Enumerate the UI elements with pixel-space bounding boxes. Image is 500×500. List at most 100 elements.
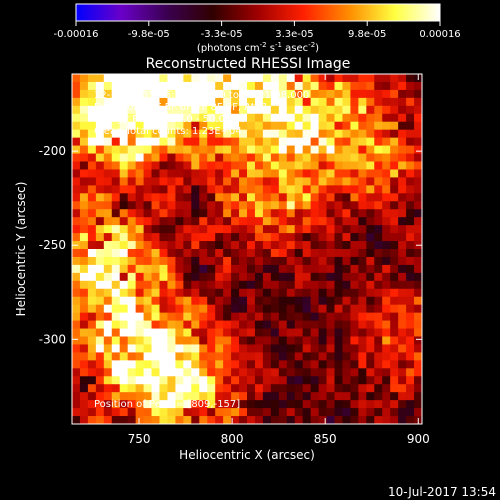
heatmap-cell [111, 97, 121, 107]
heatmap-cell [207, 408, 216, 417]
heatmap-cell [294, 376, 304, 385]
heatmap-cell [366, 161, 375, 171]
heatmap-cell [143, 336, 153, 346]
heatmap-cell [406, 384, 415, 393]
heatmap-cell [374, 113, 383, 123]
heatmap-cell [358, 209, 367, 218]
heatmap-cell [270, 256, 280, 266]
heatmap-cell [215, 256, 224, 266]
heatmap-cell [239, 256, 248, 266]
heatmap-cell [358, 336, 367, 346]
heatmap-cell [191, 304, 200, 314]
heatmap-cell [183, 97, 192, 107]
heatmap-cell [278, 328, 288, 338]
heatmap-cell [350, 217, 359, 226]
heatmap-cell [191, 241, 200, 250]
heatmap-cell [207, 113, 216, 123]
heatmap-cell [111, 296, 121, 306]
heatmap-cell [262, 384, 272, 393]
heatmap-cell [310, 161, 320, 171]
heatmap-cell [103, 233, 113, 242]
heatmap-cell [366, 121, 375, 131]
heatmap-cell [398, 320, 407, 330]
heatmap-cell [382, 416, 391, 424]
heatmap-cell [239, 400, 248, 409]
heatmap-cell [127, 249, 137, 258]
heatmap-cell [366, 74, 375, 83]
heatmap-cell [390, 201, 399, 210]
heatmap-cell [294, 360, 304, 369]
heatmap-cell [159, 129, 169, 139]
heatmap-cell [318, 201, 328, 210]
heatmap-cell [254, 161, 264, 171]
heatmap-cell [143, 185, 153, 194]
heatmap-cell [215, 296, 224, 306]
heatmap-cell [334, 352, 344, 361]
heatmap-cell [191, 113, 200, 123]
heatmap-cell [103, 153, 113, 163]
heatmap-cell [302, 121, 312, 131]
heatmap-cell [215, 288, 224, 298]
heatmap-cell [342, 225, 352, 234]
heatmap-cell [358, 400, 367, 409]
heatmap-cell [95, 384, 105, 393]
heatmap-cell [342, 161, 352, 171]
heatmap-cell [151, 272, 161, 282]
heatmap-cell [247, 264, 256, 274]
heatmap-cell [231, 74, 240, 83]
heatmap-cell [191, 272, 200, 282]
heatmap-cell [119, 320, 129, 330]
heatmap-cell [270, 352, 280, 361]
heatmap-cell [127, 105, 137, 115]
heatmap-cell [159, 225, 169, 234]
heatmap-cell [135, 105, 145, 115]
heatmap-cell [215, 74, 224, 83]
heatmap-cell [151, 288, 161, 298]
heatmap-cell [79, 137, 89, 147]
heatmap-cell [175, 97, 184, 107]
heatmap-cell [270, 113, 280, 123]
heatmap-cell [167, 296, 177, 306]
heatmap-cell [239, 352, 248, 361]
heatmap-cell [127, 280, 137, 290]
heatmap-cell [350, 376, 359, 385]
heatmap-cell [207, 233, 216, 242]
heatmap-cell [111, 233, 121, 242]
heatmap-cell [87, 249, 97, 258]
heatmap-cell [414, 249, 422, 258]
y-tick-label: -300 [39, 332, 66, 346]
heatmap-cell [382, 368, 391, 377]
heatmap-cell [72, 344, 81, 354]
heatmap-cell [199, 288, 208, 298]
heatmap-cell [334, 145, 344, 155]
heatmap-cell [414, 376, 422, 385]
heatmap-cell [414, 384, 422, 393]
heatmap-cell [87, 344, 97, 354]
heatmap-cell [183, 392, 192, 401]
heatmap-cell [175, 312, 184, 322]
heatmap-cell [318, 272, 328, 282]
heatmap-cell [342, 336, 352, 346]
heatmap-cell [119, 304, 129, 314]
heatmap-cell [159, 256, 169, 266]
heatmap-cell [175, 145, 184, 155]
heatmap-cell [135, 360, 145, 369]
heatmap-cell [310, 185, 320, 194]
heatmap-cell [167, 145, 177, 155]
heatmap-cell [103, 256, 113, 266]
heatmap-cell [175, 129, 184, 139]
heatmap-cell [79, 233, 89, 242]
heatmap-cell [175, 320, 184, 330]
heatmap-cell [334, 193, 344, 202]
heatmap-cell [406, 225, 415, 234]
heatmap-cell [87, 113, 97, 123]
heatmap-cell [270, 145, 280, 155]
heatmap-cell [334, 408, 344, 417]
heatmap-cell [302, 352, 312, 361]
heatmap-cell [350, 121, 359, 131]
heatmap-cell [342, 137, 352, 147]
info-line: 12-Jan-2015 15:11:08.000 to 15:21:08.000 [94, 90, 309, 101]
heatmap-cell [326, 384, 336, 393]
heatmap-cell [207, 153, 216, 163]
heatmap-cell [382, 145, 391, 155]
